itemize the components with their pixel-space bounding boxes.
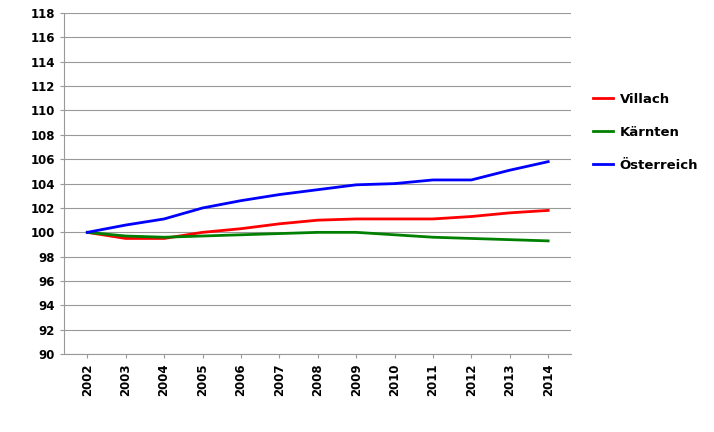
Villach [83,230,91,235]
Österreich [506,168,514,173]
Kärnten [236,232,245,237]
Kärnten [198,233,207,238]
Österreich [121,222,130,228]
Kärnten [506,237,514,242]
Line: Villach: Villach [87,210,548,238]
Villach [236,226,245,231]
Kärnten [352,230,361,235]
Villach [391,216,399,222]
Villach [428,216,437,222]
Legend: Villach, Kärnten, Österreich: Villach, Kärnten, Österreich [588,88,703,177]
Villach [121,236,130,241]
Österreich [428,178,437,183]
Österreich [467,178,476,183]
Villach [160,236,169,241]
Österreich [83,230,91,235]
Villach [275,221,283,226]
Kärnten [313,230,322,235]
Villach [313,218,322,223]
Kärnten [428,235,437,240]
Villach [544,208,553,213]
Österreich [160,216,169,222]
Österreich [198,205,207,210]
Kärnten [391,232,399,237]
Line: Österreich: Österreich [87,162,548,232]
Villach [506,210,514,216]
Kärnten [544,238,553,244]
Kärnten [160,235,169,240]
Kärnten [467,236,476,241]
Kärnten [275,231,283,236]
Villach [352,216,361,222]
Österreich [236,198,245,203]
Kärnten [121,233,130,238]
Österreich [544,159,553,164]
Österreich [352,182,361,187]
Österreich [275,192,283,197]
Österreich [391,181,399,186]
Kärnten [83,230,91,235]
Österreich [313,187,322,192]
Villach [198,230,207,235]
Line: Kärnten: Kärnten [87,232,548,241]
Villach [467,214,476,219]
